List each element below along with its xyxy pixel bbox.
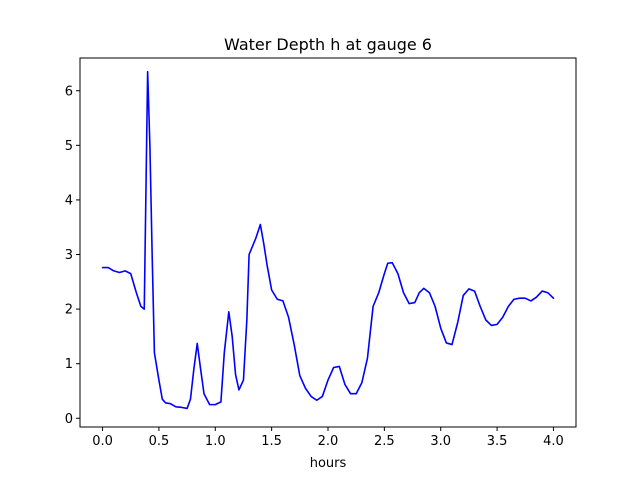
x-tick-label: 3.5: [487, 434, 508, 449]
y-tick-label: 4: [65, 193, 73, 208]
y-tick-label: 5: [65, 139, 73, 154]
x-tick-label: 4.0: [543, 434, 564, 449]
chart-title: Water Depth h at gauge 6: [224, 35, 432, 54]
x-tick-label: 3.0: [430, 434, 451, 449]
x-tick-label: 0.0: [92, 434, 113, 449]
x-tick-label: 1.0: [205, 434, 226, 449]
x-tick-label: 1.5: [261, 434, 282, 449]
plot-area: [101, 70, 555, 410]
y-axis: 0 1 2 3 4 5 6: [65, 84, 80, 427]
y-tick-label: 0: [65, 412, 73, 427]
series-line-0: [101, 70, 555, 410]
x-axis-label: hours: [310, 456, 347, 471]
y-tick-label: 2: [65, 303, 73, 318]
x-tick-label: 2.5: [374, 434, 395, 449]
x-tick-label: 2.0: [318, 434, 339, 449]
y-tick-label: 3: [65, 248, 73, 263]
x-tick-label: 0.5: [149, 434, 170, 449]
y-tick-label: 6: [65, 84, 73, 99]
y-tick-label: 1: [65, 357, 73, 372]
x-axis: 0.0 0.5 1.0 1.5 2.0 2.5 3.0 3.5 4.0: [92, 427, 564, 449]
